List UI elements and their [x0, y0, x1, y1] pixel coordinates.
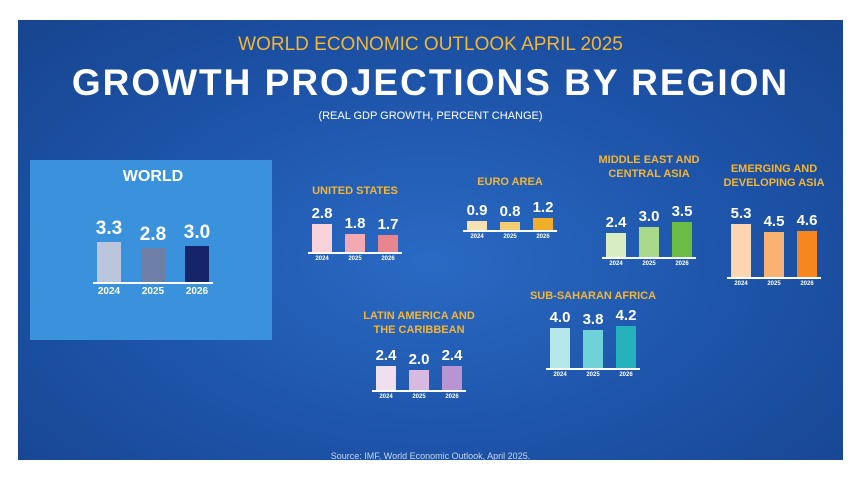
bar: [376, 366, 396, 390]
x-tick-label: 2024: [734, 281, 748, 287]
chart-title: UNITED STATES: [312, 185, 398, 197]
title: GROWTH PROJECTIONS BY REGION: [71, 62, 790, 103]
x-tick-label: 2024: [470, 234, 484, 240]
source: Source: IMF, World Economic Outlook, Apr…: [330, 451, 531, 460]
value-label: 3.8: [582, 311, 604, 328]
x-tick-label: 2026: [675, 261, 689, 267]
bar: [141, 248, 165, 282]
bar: [672, 222, 692, 257]
bar: [583, 330, 603, 368]
x-tick-label: 2026: [800, 281, 814, 287]
bar: [442, 366, 462, 390]
bar: [797, 231, 817, 277]
value-label: 3.3: [95, 218, 123, 240]
value-label: 2.4: [605, 214, 627, 231]
value-label: 3.0: [638, 208, 660, 225]
value-label: 5.3: [730, 205, 752, 222]
bar: [764, 232, 784, 277]
bar: [550, 328, 570, 368]
bar: [639, 227, 659, 257]
value-label: 2.8: [139, 224, 167, 246]
value-label: 4.6: [796, 212, 818, 229]
value-label: 0.8: [499, 203, 521, 220]
x-tick-label: 2025: [412, 394, 426, 400]
bar: [731, 224, 751, 277]
x-tick-label: 2025: [642, 261, 656, 267]
x-tick-label: 2025: [767, 281, 781, 287]
value-label: 0.9: [466, 202, 488, 219]
baseline: [93, 282, 213, 284]
value-label: 2.0: [408, 351, 430, 368]
baseline: [372, 390, 466, 392]
subtitle: (REAL GDP GROWTH, PERCENT CHANGE): [318, 110, 543, 122]
bar: [185, 246, 209, 282]
value-label: 3.0: [183, 222, 211, 243]
x-tick-label: 2025: [586, 372, 600, 378]
bar: [467, 221, 487, 230]
chart-title: MIDDLE EAST AND CENTRAL ASIA: [598, 154, 700, 180]
chart-title: SUB-SAHARAN AFRICA: [529, 290, 657, 302]
x-tick-label: 2024: [553, 372, 567, 378]
chart-title: WORLD: [122, 168, 184, 185]
value-label: 1.7: [377, 216, 399, 233]
chart-title: EURO AREA: [477, 176, 543, 188]
chart-title: LATIN AMERICA AND THE CARIBBEAN: [363, 310, 475, 336]
x-tick-label: 2025: [141, 286, 165, 297]
x-tick-label: 2026: [536, 234, 550, 240]
value-label: 3.5: [671, 203, 693, 220]
baseline: [308, 252, 402, 254]
bar: [378, 235, 398, 252]
baseline: [602, 257, 696, 259]
value-label: 1.2: [532, 199, 554, 216]
value-label: 4.5: [763, 213, 785, 230]
x-tick-label: 2024: [97, 286, 121, 297]
x-tick-label: 2026: [381, 256, 395, 262]
bar: [533, 218, 553, 230]
bar: [345, 234, 365, 252]
value-label: 2.8: [311, 205, 333, 222]
bar: [312, 224, 332, 252]
chart-title: EMERGING AND DEVELOPING ASIA: [723, 163, 825, 189]
value-label: 2.4: [375, 347, 397, 364]
bar: [606, 233, 626, 257]
value-label: 1.8: [344, 215, 366, 232]
x-tick-label: 2026: [185, 286, 209, 297]
baseline: [463, 230, 557, 232]
x-tick-label: 2025: [348, 256, 362, 262]
x-tick-label: 2024: [609, 261, 623, 267]
value-label: 4.0: [549, 309, 571, 326]
x-tick-label: 2025: [503, 234, 517, 240]
bar: [616, 326, 636, 368]
bar: [500, 222, 520, 230]
value-label: 4.2: [615, 307, 637, 324]
bar: [409, 370, 429, 390]
value-label: 2.4: [441, 347, 463, 364]
baseline: [546, 368, 640, 370]
x-tick-label: 2024: [315, 256, 329, 262]
x-tick-label: 2024: [379, 394, 393, 400]
bar: [97, 242, 121, 282]
x-tick-label: 2026: [445, 394, 459, 400]
baseline: [727, 277, 821, 279]
kicker: WORLD ECONOMIC OUTLOOK APRIL 2025: [238, 34, 623, 55]
x-tick-label: 2026: [619, 372, 633, 378]
panel: WORLD ECONOMIC OUTLOOK APRIL 2025 GROWTH…: [18, 20, 843, 460]
